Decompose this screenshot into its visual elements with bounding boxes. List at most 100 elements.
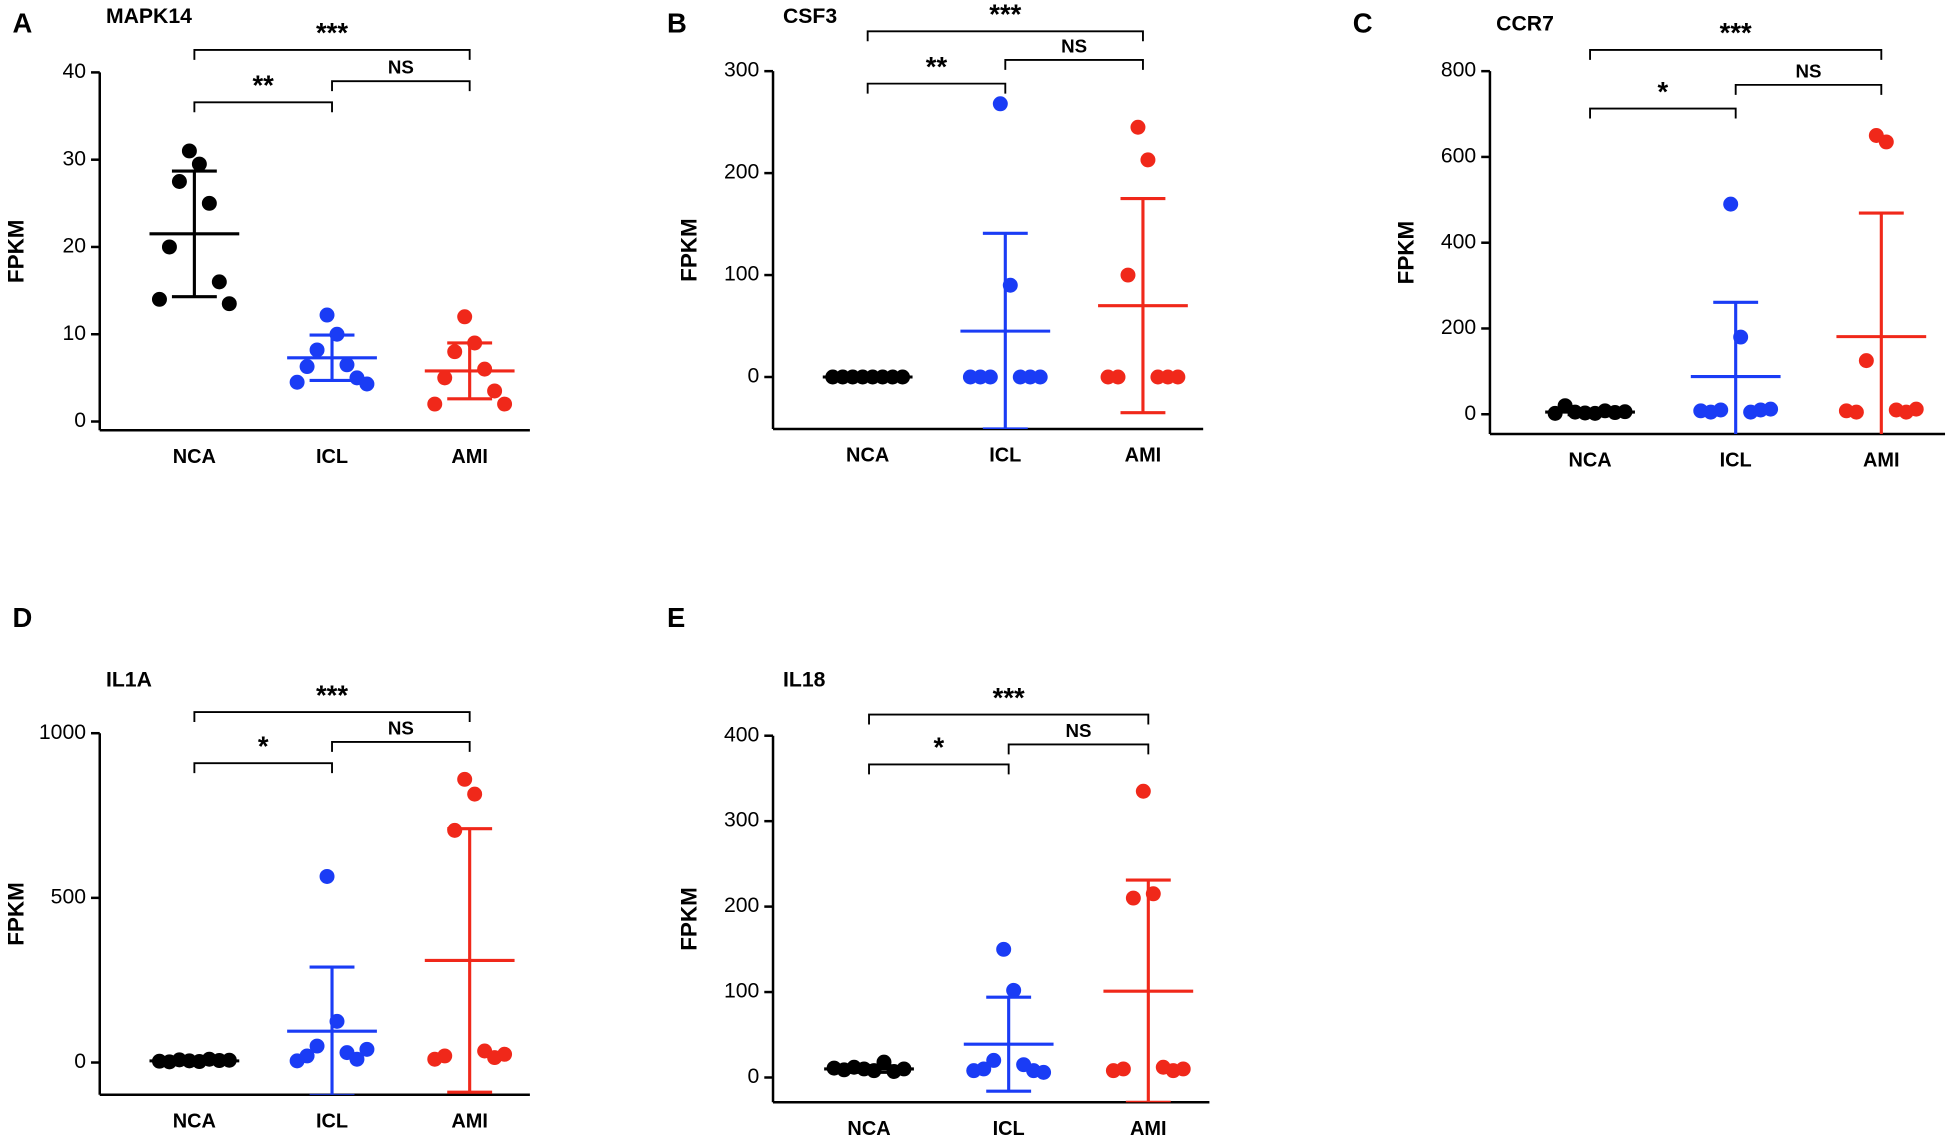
data-point — [487, 383, 503, 399]
y-tick-label: 0 — [74, 409, 86, 432]
data-point — [289, 374, 305, 390]
data-point — [1858, 353, 1874, 369]
significance-label: ** — [926, 51, 948, 82]
y-tick-label: 10 — [62, 322, 86, 345]
y-tick-label: 300 — [724, 59, 759, 82]
data-point — [992, 96, 1008, 112]
panel-letter: E — [667, 602, 685, 633]
significance-bracket — [866, 82, 1007, 94]
y-tick-label: 200 — [724, 894, 759, 917]
data-point — [221, 296, 237, 312]
significance-label: NS — [1796, 60, 1822, 81]
significance-label: *** — [993, 682, 1025, 713]
data-point — [497, 1046, 513, 1062]
y-tick-label: 0 — [748, 1065, 760, 1088]
y-axis-label: FPKM — [3, 220, 28, 284]
x-tick-label: ICL — [989, 445, 1021, 467]
significance-bracket — [331, 741, 471, 752]
data-point — [289, 1053, 305, 1069]
data-point — [1723, 196, 1739, 212]
data-point — [1693, 403, 1709, 419]
data-point — [457, 309, 473, 325]
data-point — [1878, 134, 1894, 150]
panel-letter: D — [12, 602, 32, 633]
data-point — [191, 156, 207, 172]
y-tick-label: 0 — [1464, 402, 1476, 425]
panel-letter: B — [667, 7, 687, 38]
x-tick-label: AMI — [451, 446, 488, 468]
significance-label: *** — [316, 17, 348, 48]
data-point — [497, 396, 513, 412]
data-point — [986, 1052, 1002, 1068]
y-tick-label: 800 — [1441, 59, 1476, 82]
panel-letter: C — [1353, 7, 1373, 38]
data-point — [1130, 119, 1146, 135]
y-axis-label: FPKM — [1394, 221, 1419, 285]
plot-area — [149, 143, 515, 412]
data-point — [1908, 401, 1924, 417]
data-point — [319, 868, 335, 884]
significance-bracket — [1589, 107, 1737, 119]
y-tick-label: 200 — [1441, 316, 1476, 339]
significance-label: *** — [989, 0, 1021, 30]
data-point — [309, 342, 325, 358]
data-point — [161, 239, 177, 255]
data-point — [319, 307, 335, 323]
chart-title: IL18 — [783, 668, 826, 691]
significance-bracket — [868, 713, 1150, 725]
data-point — [447, 344, 463, 360]
data-point — [211, 274, 227, 290]
significance-bracket — [868, 763, 1010, 775]
data-point — [339, 357, 355, 373]
data-point — [349, 1051, 365, 1067]
data-point — [1135, 783, 1151, 799]
data-point — [1838, 403, 1854, 419]
significance-bracket — [193, 762, 333, 774]
data-point — [309, 1038, 325, 1054]
significance-label: NS — [388, 57, 414, 78]
data-point — [1140, 152, 1156, 168]
data-point — [1120, 267, 1136, 283]
x-tick-label: AMI — [451, 1110, 488, 1132]
significance-label: NS — [1066, 720, 1092, 741]
significance-label: NS — [388, 717, 414, 738]
significance-bracket — [866, 30, 1144, 42]
chart-title: CSF3 — [783, 5, 837, 28]
y-tick-label: 100 — [724, 980, 759, 1003]
y-axis-label: FPKM — [677, 887, 702, 951]
y-tick-label: 20 — [62, 235, 86, 258]
data-point — [962, 369, 978, 385]
y-tick-label: 30 — [62, 147, 86, 170]
significance-label: * — [934, 732, 945, 763]
y-tick-label: 600 — [1441, 145, 1476, 168]
y-tick-label: 0 — [748, 365, 760, 388]
data-point — [966, 1063, 982, 1079]
data-point — [1175, 1061, 1191, 1077]
data-point — [1100, 369, 1116, 385]
data-point — [359, 1041, 375, 1057]
x-tick-label: NCA — [847, 1118, 890, 1140]
plot-area — [1545, 128, 1927, 434]
significance-bracket — [193, 711, 471, 722]
data-point — [1125, 890, 1141, 906]
y-tick-label: 40 — [62, 60, 86, 83]
data-point — [171, 174, 187, 189]
y-tick-label: 400 — [724, 723, 759, 746]
significance-bracket — [331, 80, 471, 92]
significance-label: * — [258, 730, 269, 761]
significance-label: *** — [1720, 17, 1752, 48]
data-point — [1170, 369, 1186, 385]
data-point — [437, 370, 453, 386]
significance-bracket — [1734, 83, 1883, 95]
data-point — [447, 822, 463, 838]
y-tick-label: 0 — [74, 1050, 86, 1073]
data-point — [477, 361, 493, 377]
data-point — [1763, 401, 1779, 417]
data-point — [1032, 369, 1048, 385]
significance-label: * — [1658, 76, 1669, 107]
x-tick-label: ICL — [1720, 450, 1752, 472]
significance-label: *** — [316, 679, 348, 710]
data-point — [359, 376, 375, 392]
